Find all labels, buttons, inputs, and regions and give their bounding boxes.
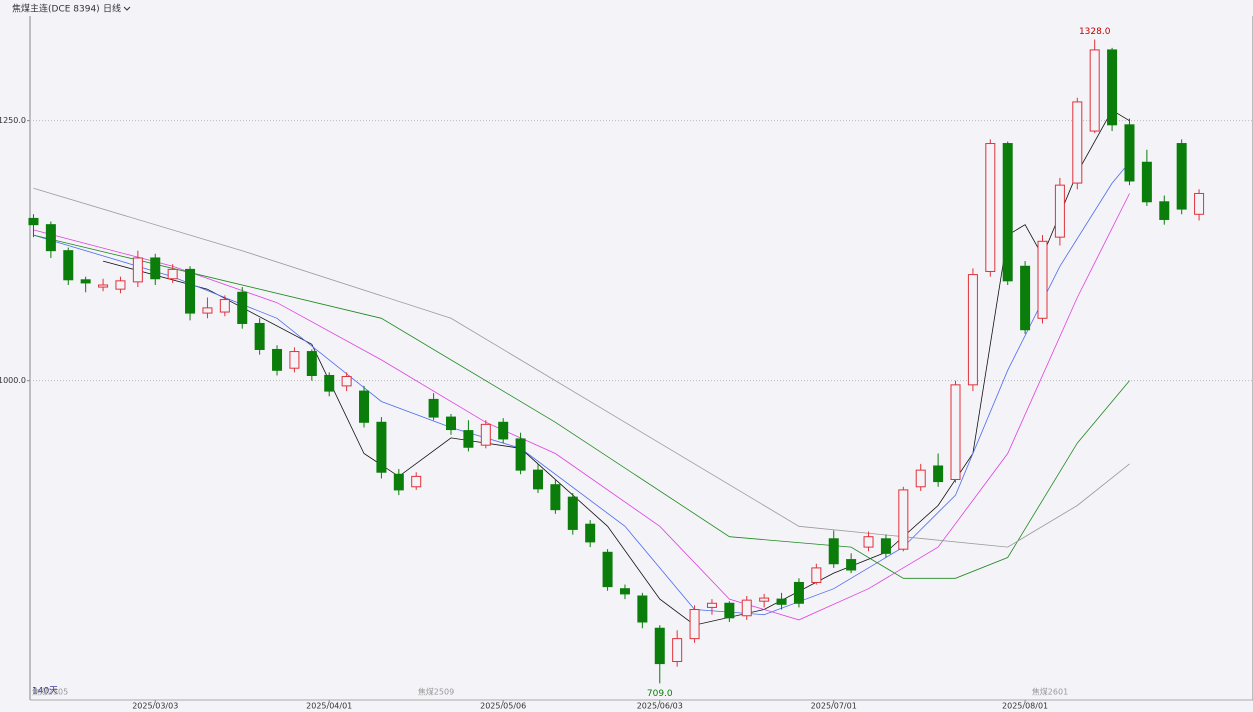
candle-body	[724, 602, 735, 619]
candle-body	[28, 217, 39, 226]
candle-body	[759, 597, 770, 602]
candle-body	[1037, 240, 1048, 319]
y-tick-label: 1250.0	[0, 116, 26, 125]
candle-body	[689, 609, 700, 640]
candle-body	[863, 536, 874, 548]
candle-body	[567, 496, 578, 530]
candle-body	[341, 376, 352, 387]
candle-body	[411, 475, 422, 488]
candle-body	[950, 384, 961, 480]
candle-body	[45, 224, 56, 252]
candle-body	[359, 390, 370, 423]
candle-body	[1072, 101, 1083, 184]
moving-average	[33, 234, 1130, 579]
x-tick-label: 2025/03/03	[132, 702, 178, 711]
candle-body	[550, 484, 561, 511]
high-label: 1328.0	[1079, 27, 1111, 37]
contract-label: 焦煤2505	[32, 687, 68, 697]
candle-body	[915, 469, 926, 488]
candle-body	[898, 489, 909, 550]
candle-body	[654, 627, 665, 665]
candle-body	[80, 279, 91, 284]
candle-body	[272, 348, 283, 371]
candle-body	[219, 299, 230, 313]
candle-body	[1002, 143, 1013, 282]
candle-body	[811, 567, 822, 583]
moving-average	[33, 193, 1130, 621]
low-label: 709.0	[647, 689, 673, 699]
candle-body	[63, 250, 74, 281]
candle-body	[393, 473, 404, 491]
dropdown-arrow[interactable]	[123, 6, 131, 11]
candle-body	[463, 430, 474, 448]
candle-body	[254, 322, 265, 350]
candle-body	[132, 257, 143, 283]
x-tick-label: 2025/04/01	[306, 702, 352, 711]
candle-body	[446, 416, 457, 431]
candle-body	[1159, 201, 1170, 220]
moving-average	[33, 162, 1130, 616]
candle-body	[1176, 143, 1187, 210]
candle-body	[985, 143, 996, 272]
candle-body	[1141, 161, 1152, 203]
candle-body	[846, 559, 857, 571]
candle-body	[150, 257, 161, 280]
bar-count: 140天	[32, 687, 58, 697]
candle-body	[237, 291, 248, 324]
candle-body	[672, 638, 683, 663]
candle-body	[98, 284, 109, 288]
candle-body	[793, 581, 804, 604]
candle-body	[532, 469, 543, 490]
contract-label: 焦煤2601	[1032, 687, 1068, 697]
candle-body	[1089, 49, 1100, 132]
candle-body	[428, 398, 439, 418]
candle-body	[828, 538, 839, 565]
candle-body	[1124, 124, 1135, 182]
candle-body	[515, 438, 526, 471]
candle-body	[289, 351, 300, 369]
candle-body	[741, 599, 752, 617]
candle-body	[1020, 265, 1031, 331]
candle-body	[1194, 192, 1205, 215]
period[interactable]: 日线	[103, 3, 121, 15]
x-tick-label: 2025/08/01	[1002, 702, 1048, 711]
candle-body	[706, 602, 717, 608]
candle-body	[202, 307, 213, 314]
candle-body	[167, 268, 178, 280]
candle-body	[324, 374, 335, 392]
candle-body	[185, 268, 196, 314]
candle-body	[619, 588, 630, 595]
candle-body	[776, 598, 787, 605]
y-tick-label: 1000.0	[0, 376, 26, 385]
candle-body	[880, 538, 891, 554]
candle-body	[115, 280, 126, 290]
candle-body	[933, 465, 944, 483]
candle-body	[498, 421, 509, 440]
candle-body	[376, 421, 387, 473]
candle-body	[306, 351, 317, 376]
x-tick-label: 2025/07/01	[811, 702, 857, 711]
x-tick-label: 2025/05/06	[480, 702, 526, 711]
candle-body	[637, 595, 648, 623]
moving-average	[33, 187, 1130, 548]
contract-label: 焦煤2509	[418, 687, 454, 697]
candle-body	[480, 423, 491, 446]
candle-body	[1107, 49, 1118, 126]
candle-body	[967, 274, 978, 386]
candle-body	[602, 551, 613, 588]
candle-body	[585, 523, 596, 543]
candle-body	[1054, 184, 1065, 238]
header-bar	[0, 0, 1253, 16]
symbol: 焦煤主连(DCE 8394)	[12, 3, 100, 15]
x-tick-label: 2025/06/03	[637, 702, 683, 711]
